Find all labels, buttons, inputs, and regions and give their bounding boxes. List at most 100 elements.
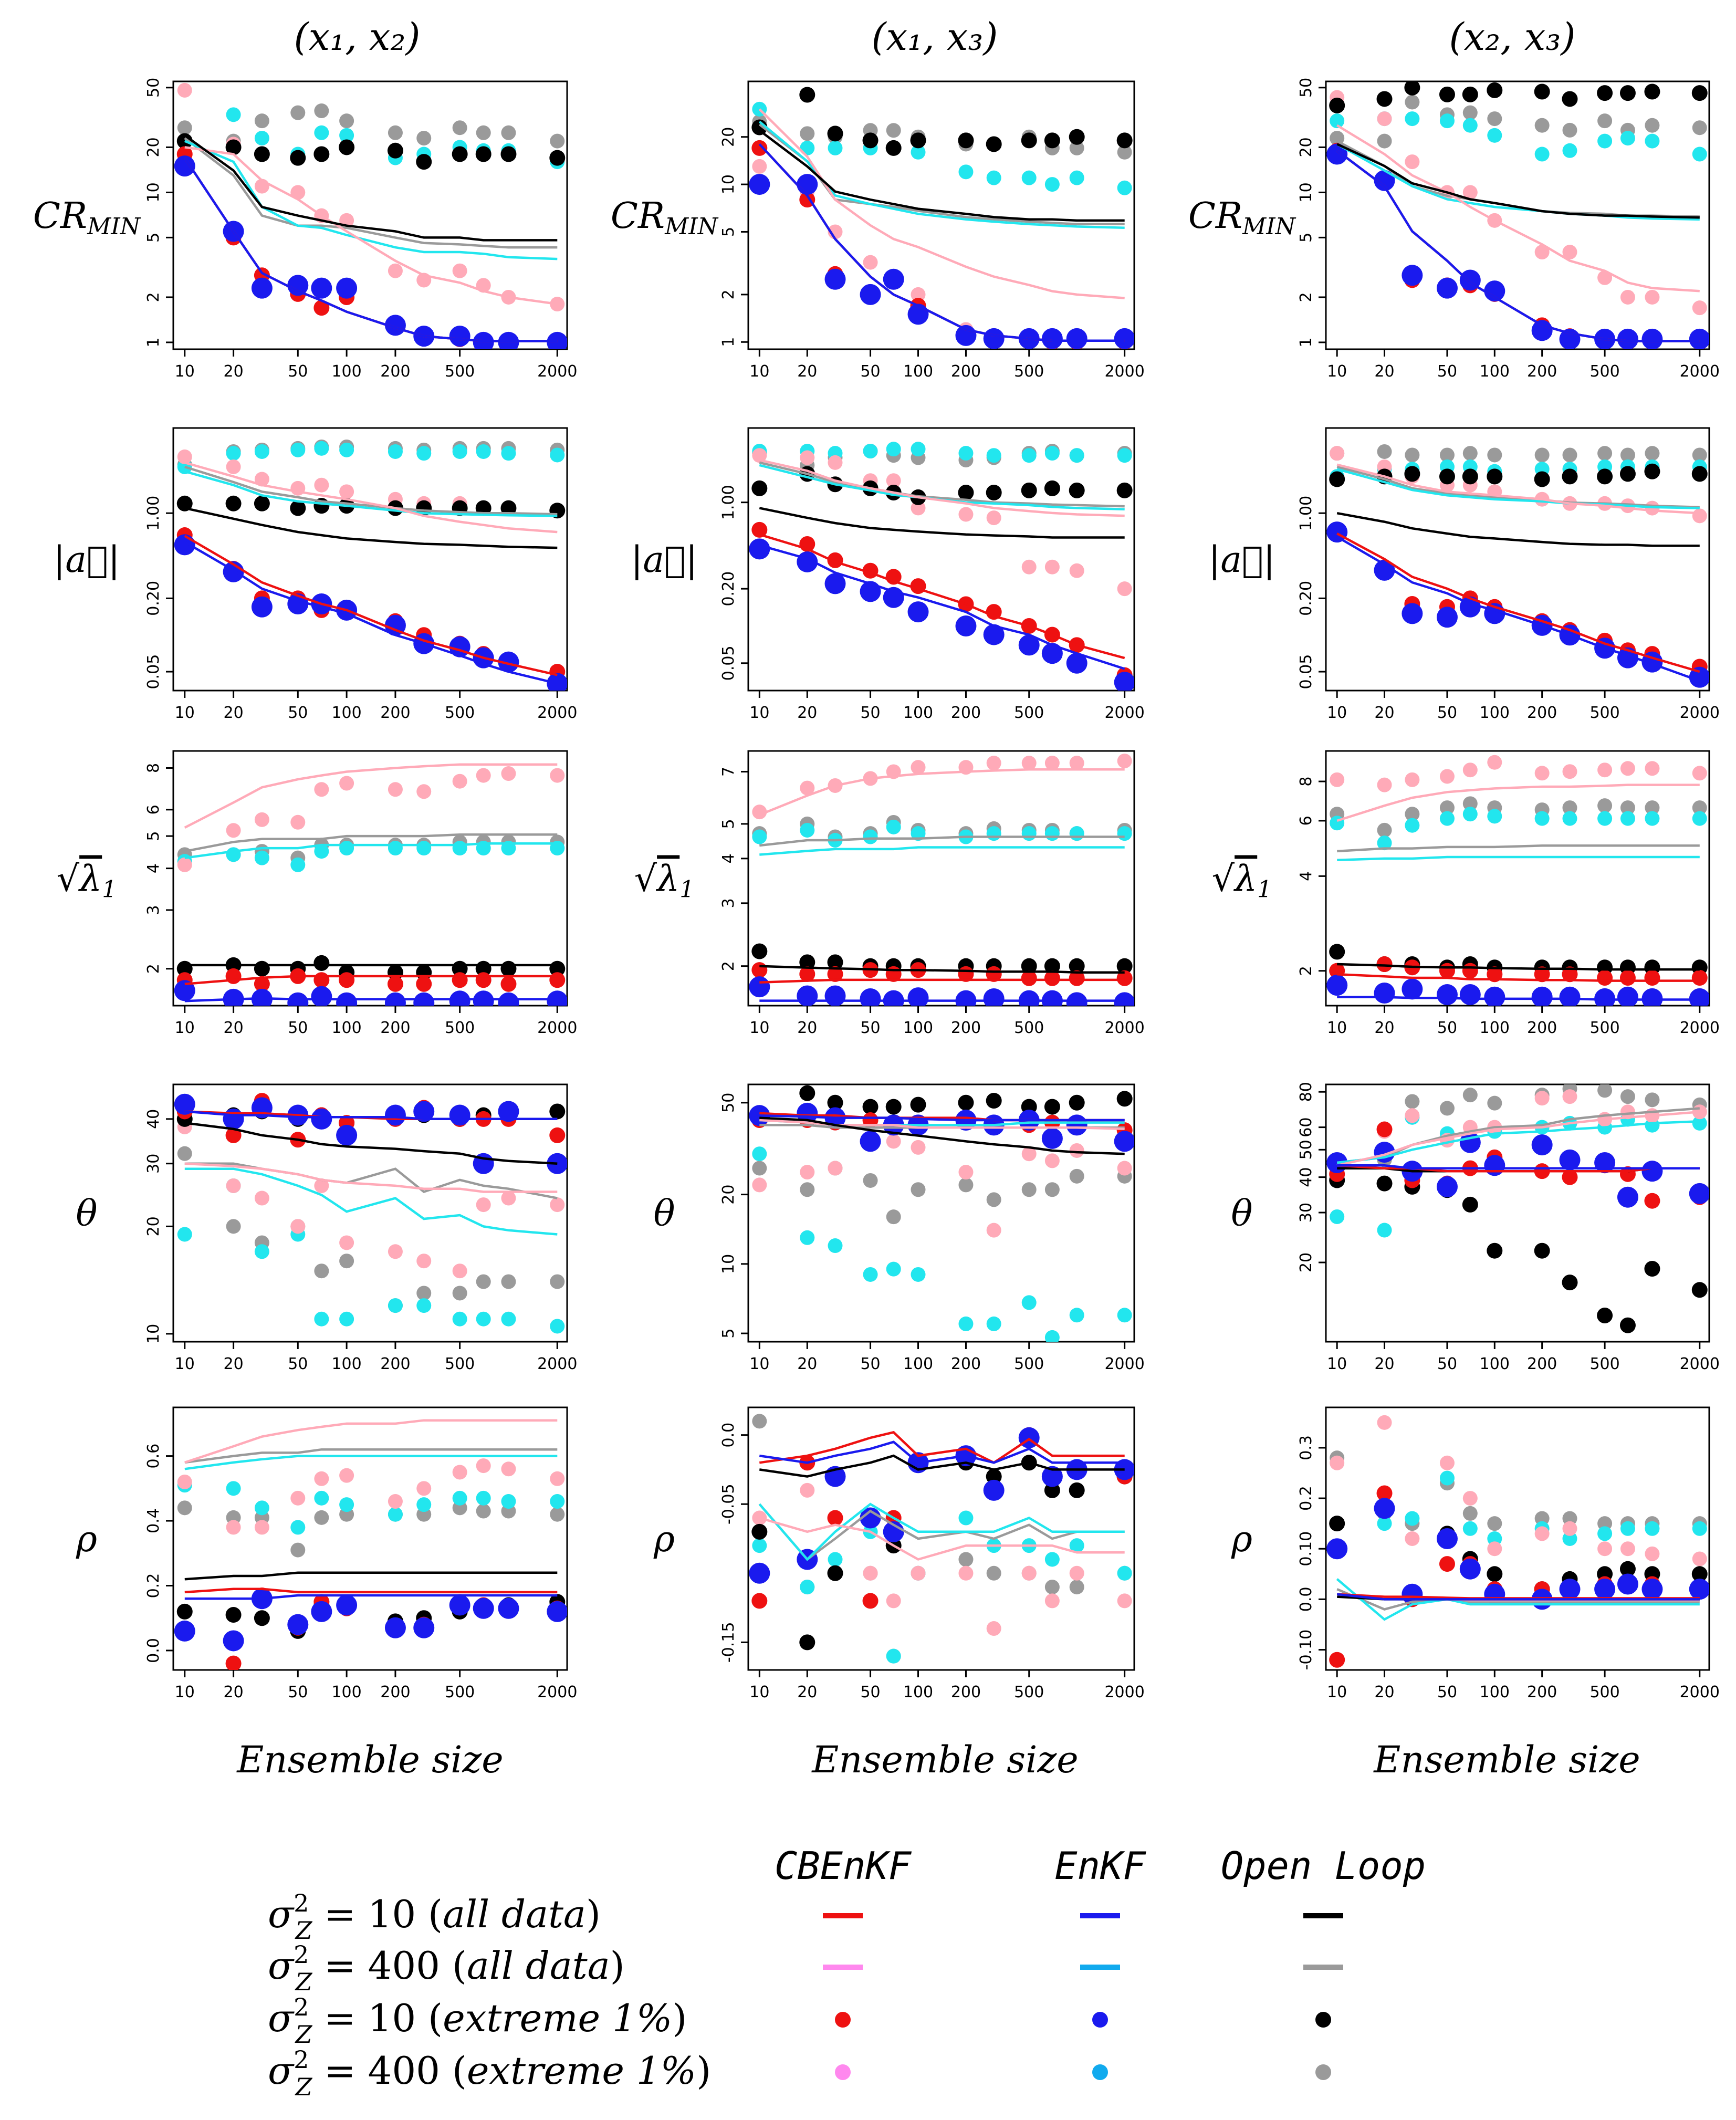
- line-cbenkf_10: [759, 1430, 1125, 1464]
- row-label-part: √: [57, 859, 80, 900]
- point-cbenkf_400: [1405, 154, 1420, 170]
- point-enkf_10: [1436, 277, 1458, 299]
- point-cbenkf_400: [254, 1190, 269, 1206]
- line-cbenkf_10: [1336, 532, 1700, 673]
- line-cbenkf_10: [184, 535, 558, 676]
- row-label-part: ρ: [653, 1519, 675, 1560]
- point-open_400: [1405, 807, 1420, 822]
- x-tick-label: 20: [797, 362, 817, 381]
- point-enkf_10: [336, 1594, 358, 1616]
- point-open_400: [314, 1510, 329, 1525]
- point-cbenkf_400: [1597, 1541, 1613, 1557]
- point-cbenkf_400: [986, 756, 1001, 771]
- x-tick-label: 10: [175, 704, 195, 722]
- point-enkf_10: [1436, 1176, 1458, 1197]
- point-cbenkf_400: [339, 1235, 354, 1250]
- x-tick-label: 200: [1527, 1019, 1557, 1037]
- point-enkf_400: [911, 144, 926, 160]
- legend-dot-marker: [835, 2064, 851, 2080]
- point-open_10: [176, 1603, 193, 1620]
- point-cbenkf_400: [339, 1468, 354, 1483]
- point-enkf_10: [1066, 328, 1087, 349]
- line-enkf_10: [759, 544, 1125, 670]
- line-enkf_400: [1336, 468, 1700, 509]
- point-enkf_10: [955, 325, 977, 346]
- point-open_400: [1487, 1516, 1502, 1531]
- y-tick-label: 20: [1297, 137, 1315, 157]
- row-label-part: λ: [655, 859, 679, 900]
- point-open_400: [1439, 800, 1455, 816]
- line-open_10: [184, 1571, 558, 1581]
- point-enkf_10: [223, 988, 244, 1006]
- line-cbenkf_10: [184, 1588, 558, 1594]
- point-open_400: [800, 126, 815, 141]
- point-enkf_10: [955, 615, 977, 636]
- point-open_400: [476, 1274, 491, 1289]
- point-open_10: [1069, 1482, 1085, 1498]
- point-enkf_400: [1069, 170, 1084, 185]
- plot-frame: [172, 80, 568, 350]
- x-tick-label: 2000: [1104, 1683, 1144, 1701]
- point-cbenkf_10: [1439, 1556, 1455, 1572]
- y-tick-label: 3: [719, 898, 738, 908]
- x-tick-label: 10: [749, 1683, 769, 1701]
- column-title-x2-x3: (x₂, x₃): [1449, 15, 1576, 59]
- point-cbenkf_400: [1562, 1089, 1577, 1104]
- x-tick-label: 2000: [1680, 1683, 1720, 1701]
- point-enkf_400: [339, 841, 354, 856]
- y-tick-label: 0.05: [719, 645, 738, 681]
- panel-a_x1x2: 10 20 50 100 200 500 2000 0.05 0.20 1.00: [144, 427, 577, 722]
- row-label-2-1: √λ1: [634, 859, 694, 903]
- line-enkf_10: [759, 1440, 1125, 1464]
- point-open_400: [339, 1254, 354, 1269]
- point-cbenkf_10: [1021, 970, 1037, 986]
- point-open_10: [1562, 91, 1578, 107]
- point-enkf_400: [254, 850, 269, 865]
- point-enkf_10: [1531, 320, 1553, 341]
- point-open_400: [1645, 1092, 1660, 1108]
- point-cbenkf_400: [1439, 1455, 1455, 1470]
- y-tick-label: 3: [144, 905, 163, 915]
- point-open_10: [1329, 944, 1345, 960]
- row-label-part: √: [1212, 859, 1235, 900]
- point-enkf_400: [986, 826, 1001, 841]
- point-enkf_10: [824, 268, 846, 290]
- point-enkf_400: [1069, 1308, 1084, 1323]
- point-enkf_400: [1330, 1209, 1345, 1224]
- y-tick-label: 40: [1297, 1167, 1315, 1187]
- x-tick-label: 50: [1437, 362, 1457, 381]
- y-tick-label: 1: [1297, 337, 1315, 347]
- row-label-part: θ: [1231, 1193, 1253, 1235]
- point-cbenkf_400: [1330, 1455, 1345, 1470]
- point-enkf_400: [1597, 133, 1613, 149]
- point-enkf_10: [174, 534, 195, 556]
- point-cbenkf_400: [388, 263, 403, 278]
- point-cbenkf_400: [1117, 1161, 1132, 1176]
- line-enkf_400: [758, 1502, 1125, 1561]
- point-enkf_400: [416, 1298, 432, 1313]
- point-cbenkf_400: [254, 812, 269, 827]
- plot-frame: [747, 1083, 1135, 1343]
- point-cbenkf_400: [452, 1465, 467, 1480]
- row-label-3-2: θ: [1231, 1193, 1253, 1235]
- row-label-part: θ: [76, 1193, 98, 1235]
- plot-area: [749, 1085, 1134, 1342]
- x-tick-label: 2000: [537, 362, 577, 381]
- line-cbenkf_400: [759, 1517, 1125, 1561]
- point-enkf_400: [339, 1311, 354, 1327]
- point-open_400: [388, 125, 403, 140]
- point-enkf_10: [797, 174, 818, 195]
- point-open_400: [501, 125, 516, 140]
- y-tick-label: 80: [1297, 1082, 1315, 1102]
- point-cbenkf_400: [1645, 761, 1660, 776]
- point-open_10: [416, 154, 432, 170]
- panel-t_x2x3: 10 20 50 100 200 500 2000 20 30 40 50 60 80: [1297, 1082, 1720, 1373]
- y-tick-label: 50: [144, 78, 163, 98]
- point-open_400: [339, 113, 354, 129]
- point-cbenkf_10: [862, 1593, 879, 1609]
- y-tick-label: 5: [1297, 233, 1315, 243]
- point-enkf_400: [1021, 448, 1037, 463]
- point-enkf_400: [1405, 111, 1420, 127]
- point-open_400: [1692, 447, 1707, 463]
- x-tick-label: 2000: [1104, 1019, 1144, 1037]
